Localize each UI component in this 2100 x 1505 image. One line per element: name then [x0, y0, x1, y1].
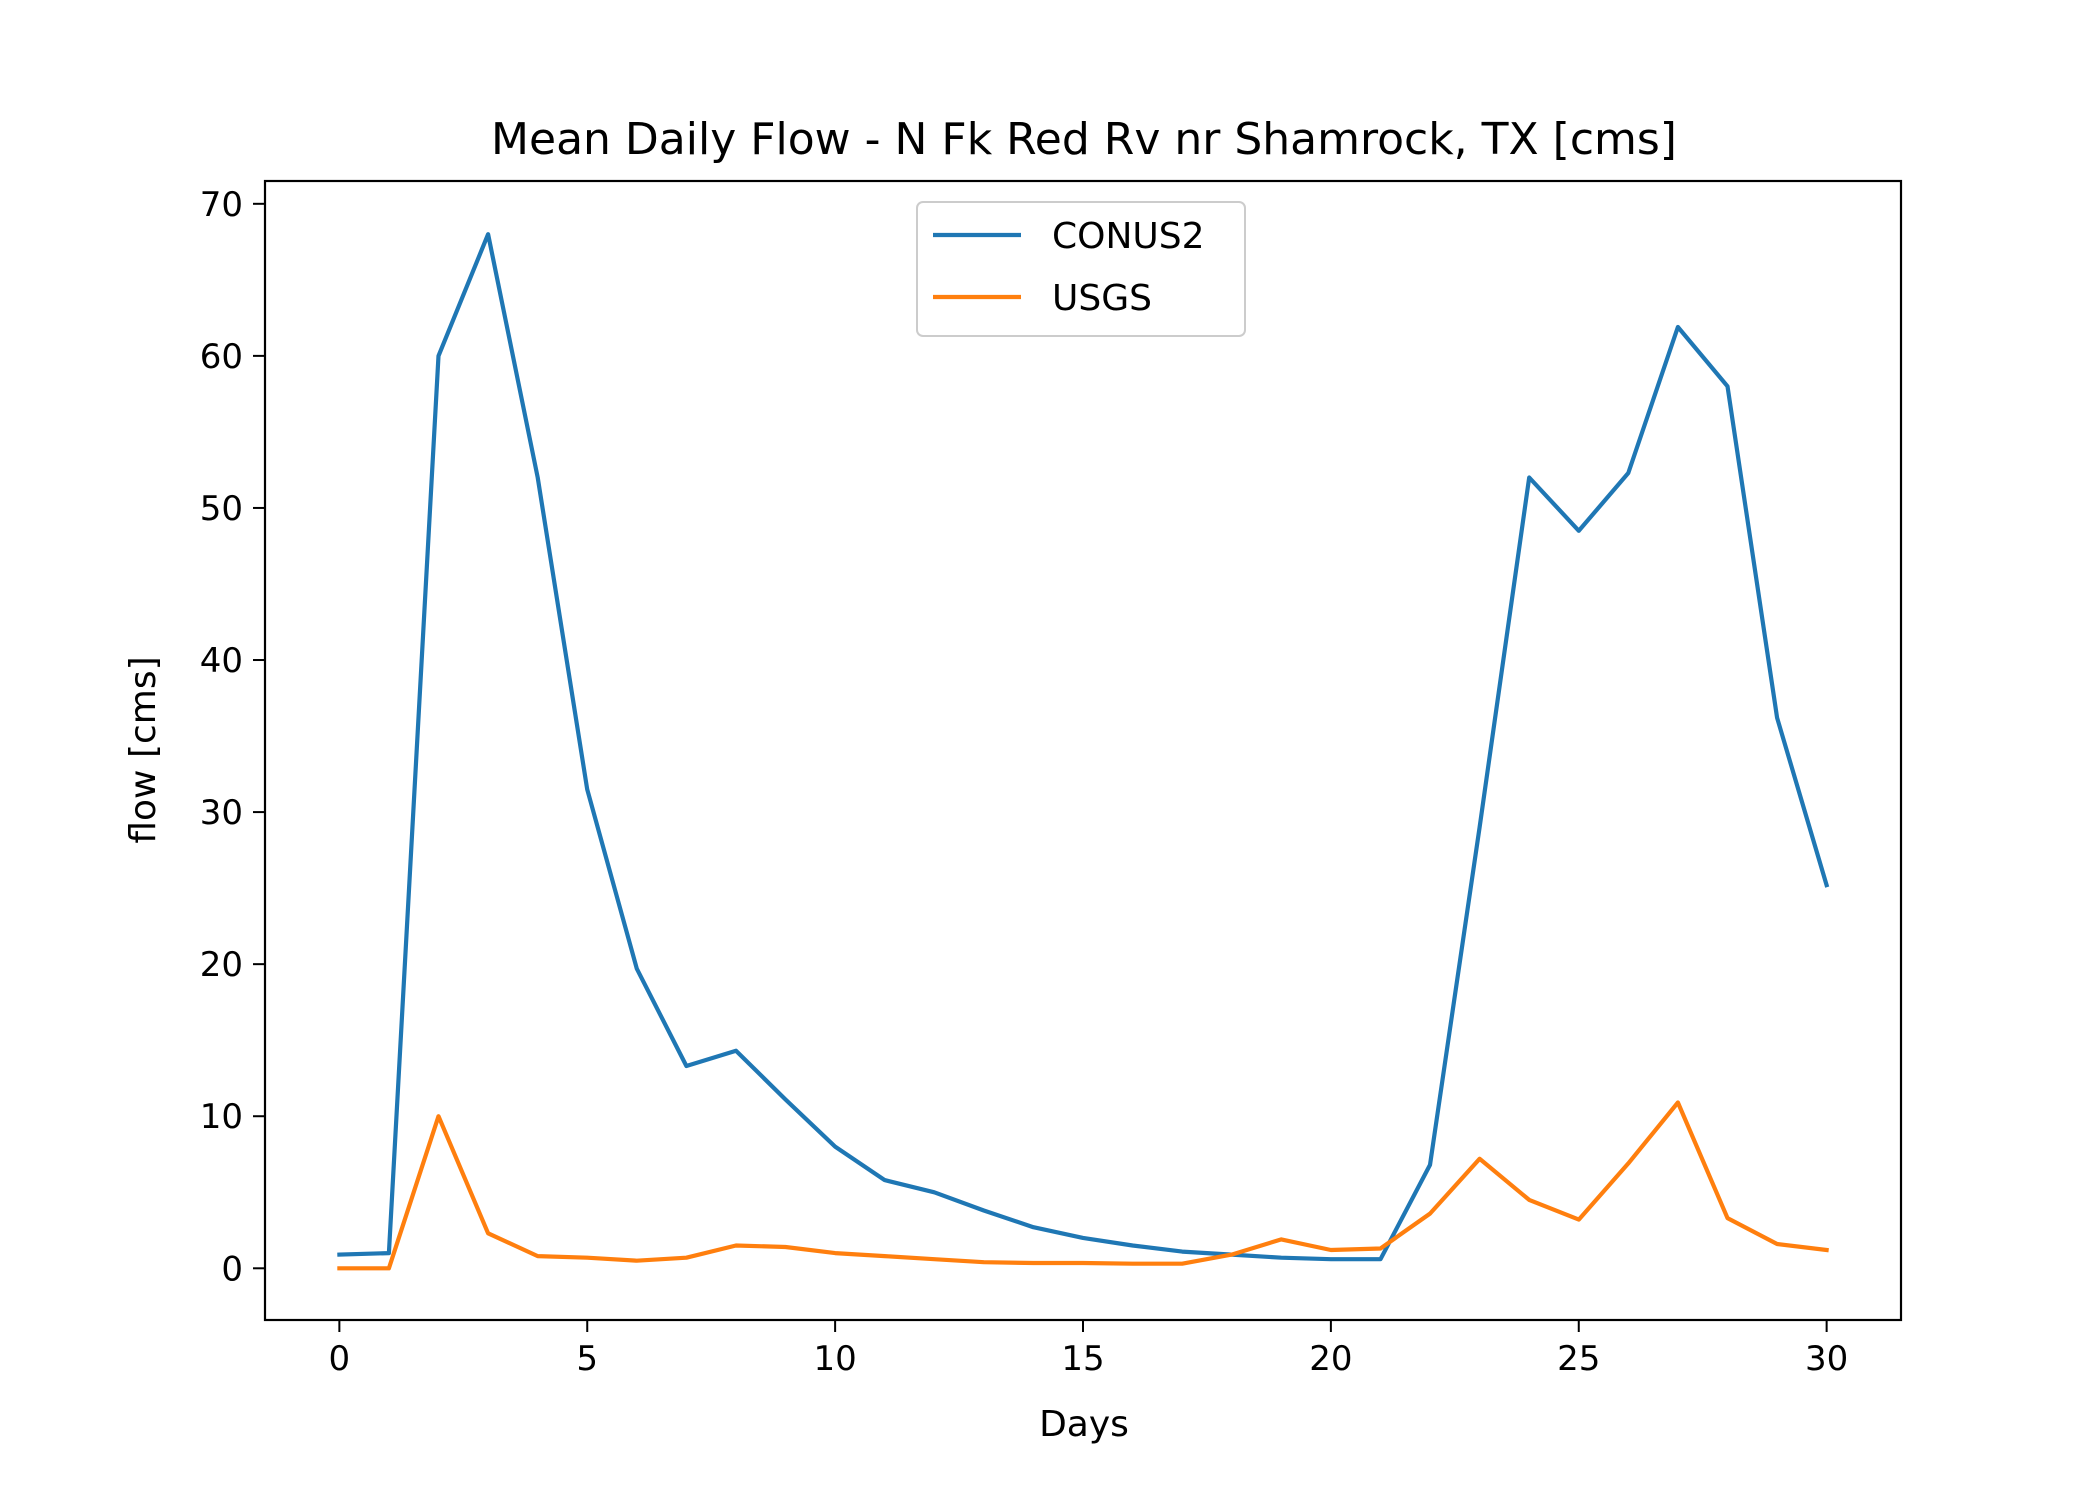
x-tick-label: 10: [813, 1339, 856, 1379]
y-axis-label: flow [cms]: [123, 656, 164, 843]
series-line-conus2: [337, 232, 1830, 1262]
y-tick-label: 50: [200, 489, 243, 529]
x-tick-label: 15: [1061, 1339, 1104, 1379]
x-tick-label: 25: [1557, 1339, 1600, 1379]
x-tick-label: 20: [1309, 1339, 1352, 1379]
legend-label-conus2: CONUS2: [1052, 216, 1205, 257]
chart-title: Mean Daily Flow - N Fk Red Rv nr Shamroc…: [491, 114, 1677, 165]
y-tick-label: 10: [200, 1097, 243, 1137]
x-tick-label: 0: [329, 1339, 351, 1379]
y-tick-label: 70: [200, 185, 243, 225]
y-tick-label: 60: [200, 337, 243, 377]
axis-ticks: 0 5 10 15 20 25 30 0 10 20 30 40 50 60 70: [200, 185, 1849, 1379]
y-tick-label: 40: [200, 641, 243, 681]
series-line-usgs: [337, 1100, 1829, 1271]
y-tick-label: 20: [200, 945, 243, 985]
x-tick-label: 5: [576, 1339, 598, 1379]
y-tick-label: 30: [200, 793, 243, 833]
legend: CONUS2 USGS: [916, 201, 1246, 337]
legend-label-usgs: USGS: [1052, 278, 1152, 319]
y-tick-label: 0: [221, 1249, 243, 1289]
x-tick-label: 30: [1805, 1339, 1848, 1379]
x-axis-label: Days: [1039, 1404, 1129, 1445]
